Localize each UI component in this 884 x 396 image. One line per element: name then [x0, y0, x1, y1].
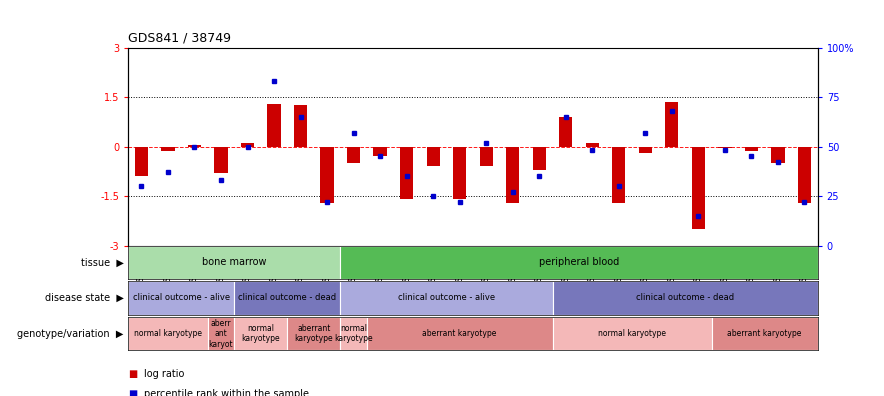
- Bar: [128, 246, 340, 279]
- Bar: [719, 147, 732, 148]
- Text: clinical outcome - dead: clinical outcome - dead: [238, 293, 337, 303]
- Bar: [128, 317, 208, 350]
- Bar: [188, 145, 202, 147]
- Bar: [367, 317, 552, 350]
- Bar: [234, 317, 287, 350]
- Text: tissue  ▶: tissue ▶: [80, 257, 124, 267]
- Bar: [427, 147, 440, 166]
- Bar: [347, 147, 361, 163]
- Bar: [294, 105, 308, 147]
- Bar: [552, 281, 818, 315]
- Bar: [162, 147, 175, 151]
- Bar: [241, 143, 255, 147]
- Bar: [208, 317, 234, 350]
- Text: log ratio: log ratio: [144, 369, 185, 379]
- Text: clinical outcome - alive: clinical outcome - alive: [398, 293, 495, 303]
- Bar: [552, 317, 712, 350]
- Bar: [507, 147, 520, 203]
- Bar: [480, 147, 493, 166]
- Text: normal karyotype: normal karyotype: [134, 329, 202, 338]
- Bar: [234, 281, 340, 315]
- Text: normal
karyotype: normal karyotype: [241, 324, 280, 343]
- Bar: [374, 147, 387, 156]
- Text: bone marrow: bone marrow: [202, 257, 266, 267]
- Bar: [340, 281, 552, 315]
- Bar: [268, 104, 281, 147]
- Bar: [586, 143, 599, 147]
- Bar: [340, 246, 818, 279]
- Bar: [712, 317, 818, 350]
- Bar: [798, 147, 812, 203]
- Bar: [453, 147, 467, 199]
- Bar: [215, 147, 228, 173]
- Bar: [692, 147, 705, 229]
- Text: percentile rank within the sample: percentile rank within the sample: [144, 389, 309, 396]
- Bar: [639, 147, 652, 153]
- Text: clinical outcome - alive: clinical outcome - alive: [133, 293, 230, 303]
- Text: aberrant karyotype: aberrant karyotype: [423, 329, 497, 338]
- Text: ■: ■: [128, 389, 137, 396]
- Bar: [128, 281, 234, 315]
- Title: GDS841 / 38749: GDS841 / 38749: [128, 32, 232, 45]
- Bar: [560, 117, 573, 147]
- Bar: [666, 102, 679, 147]
- Text: peripheral blood: peripheral blood: [539, 257, 619, 267]
- Bar: [772, 147, 785, 163]
- Text: aberrant
karyotype: aberrant karyotype: [294, 324, 333, 343]
- Bar: [613, 147, 626, 203]
- Bar: [135, 147, 149, 176]
- Text: clinical outcome - dead: clinical outcome - dead: [636, 293, 735, 303]
- Text: disease state  ▶: disease state ▶: [45, 293, 124, 303]
- Bar: [533, 147, 546, 169]
- Text: ■: ■: [128, 369, 137, 379]
- Text: aberrant karyotype: aberrant karyotype: [728, 329, 802, 338]
- Text: normal karyotype: normal karyotype: [598, 329, 666, 338]
- Text: normal
karyotype: normal karyotype: [334, 324, 373, 343]
- Text: aberr
ant
karyot: aberr ant karyot: [209, 319, 233, 348]
- Bar: [340, 317, 367, 350]
- Bar: [745, 147, 758, 151]
- Bar: [287, 317, 340, 350]
- Bar: [321, 147, 334, 203]
- Text: genotype/variation  ▶: genotype/variation ▶: [18, 329, 124, 339]
- Bar: [400, 147, 414, 199]
